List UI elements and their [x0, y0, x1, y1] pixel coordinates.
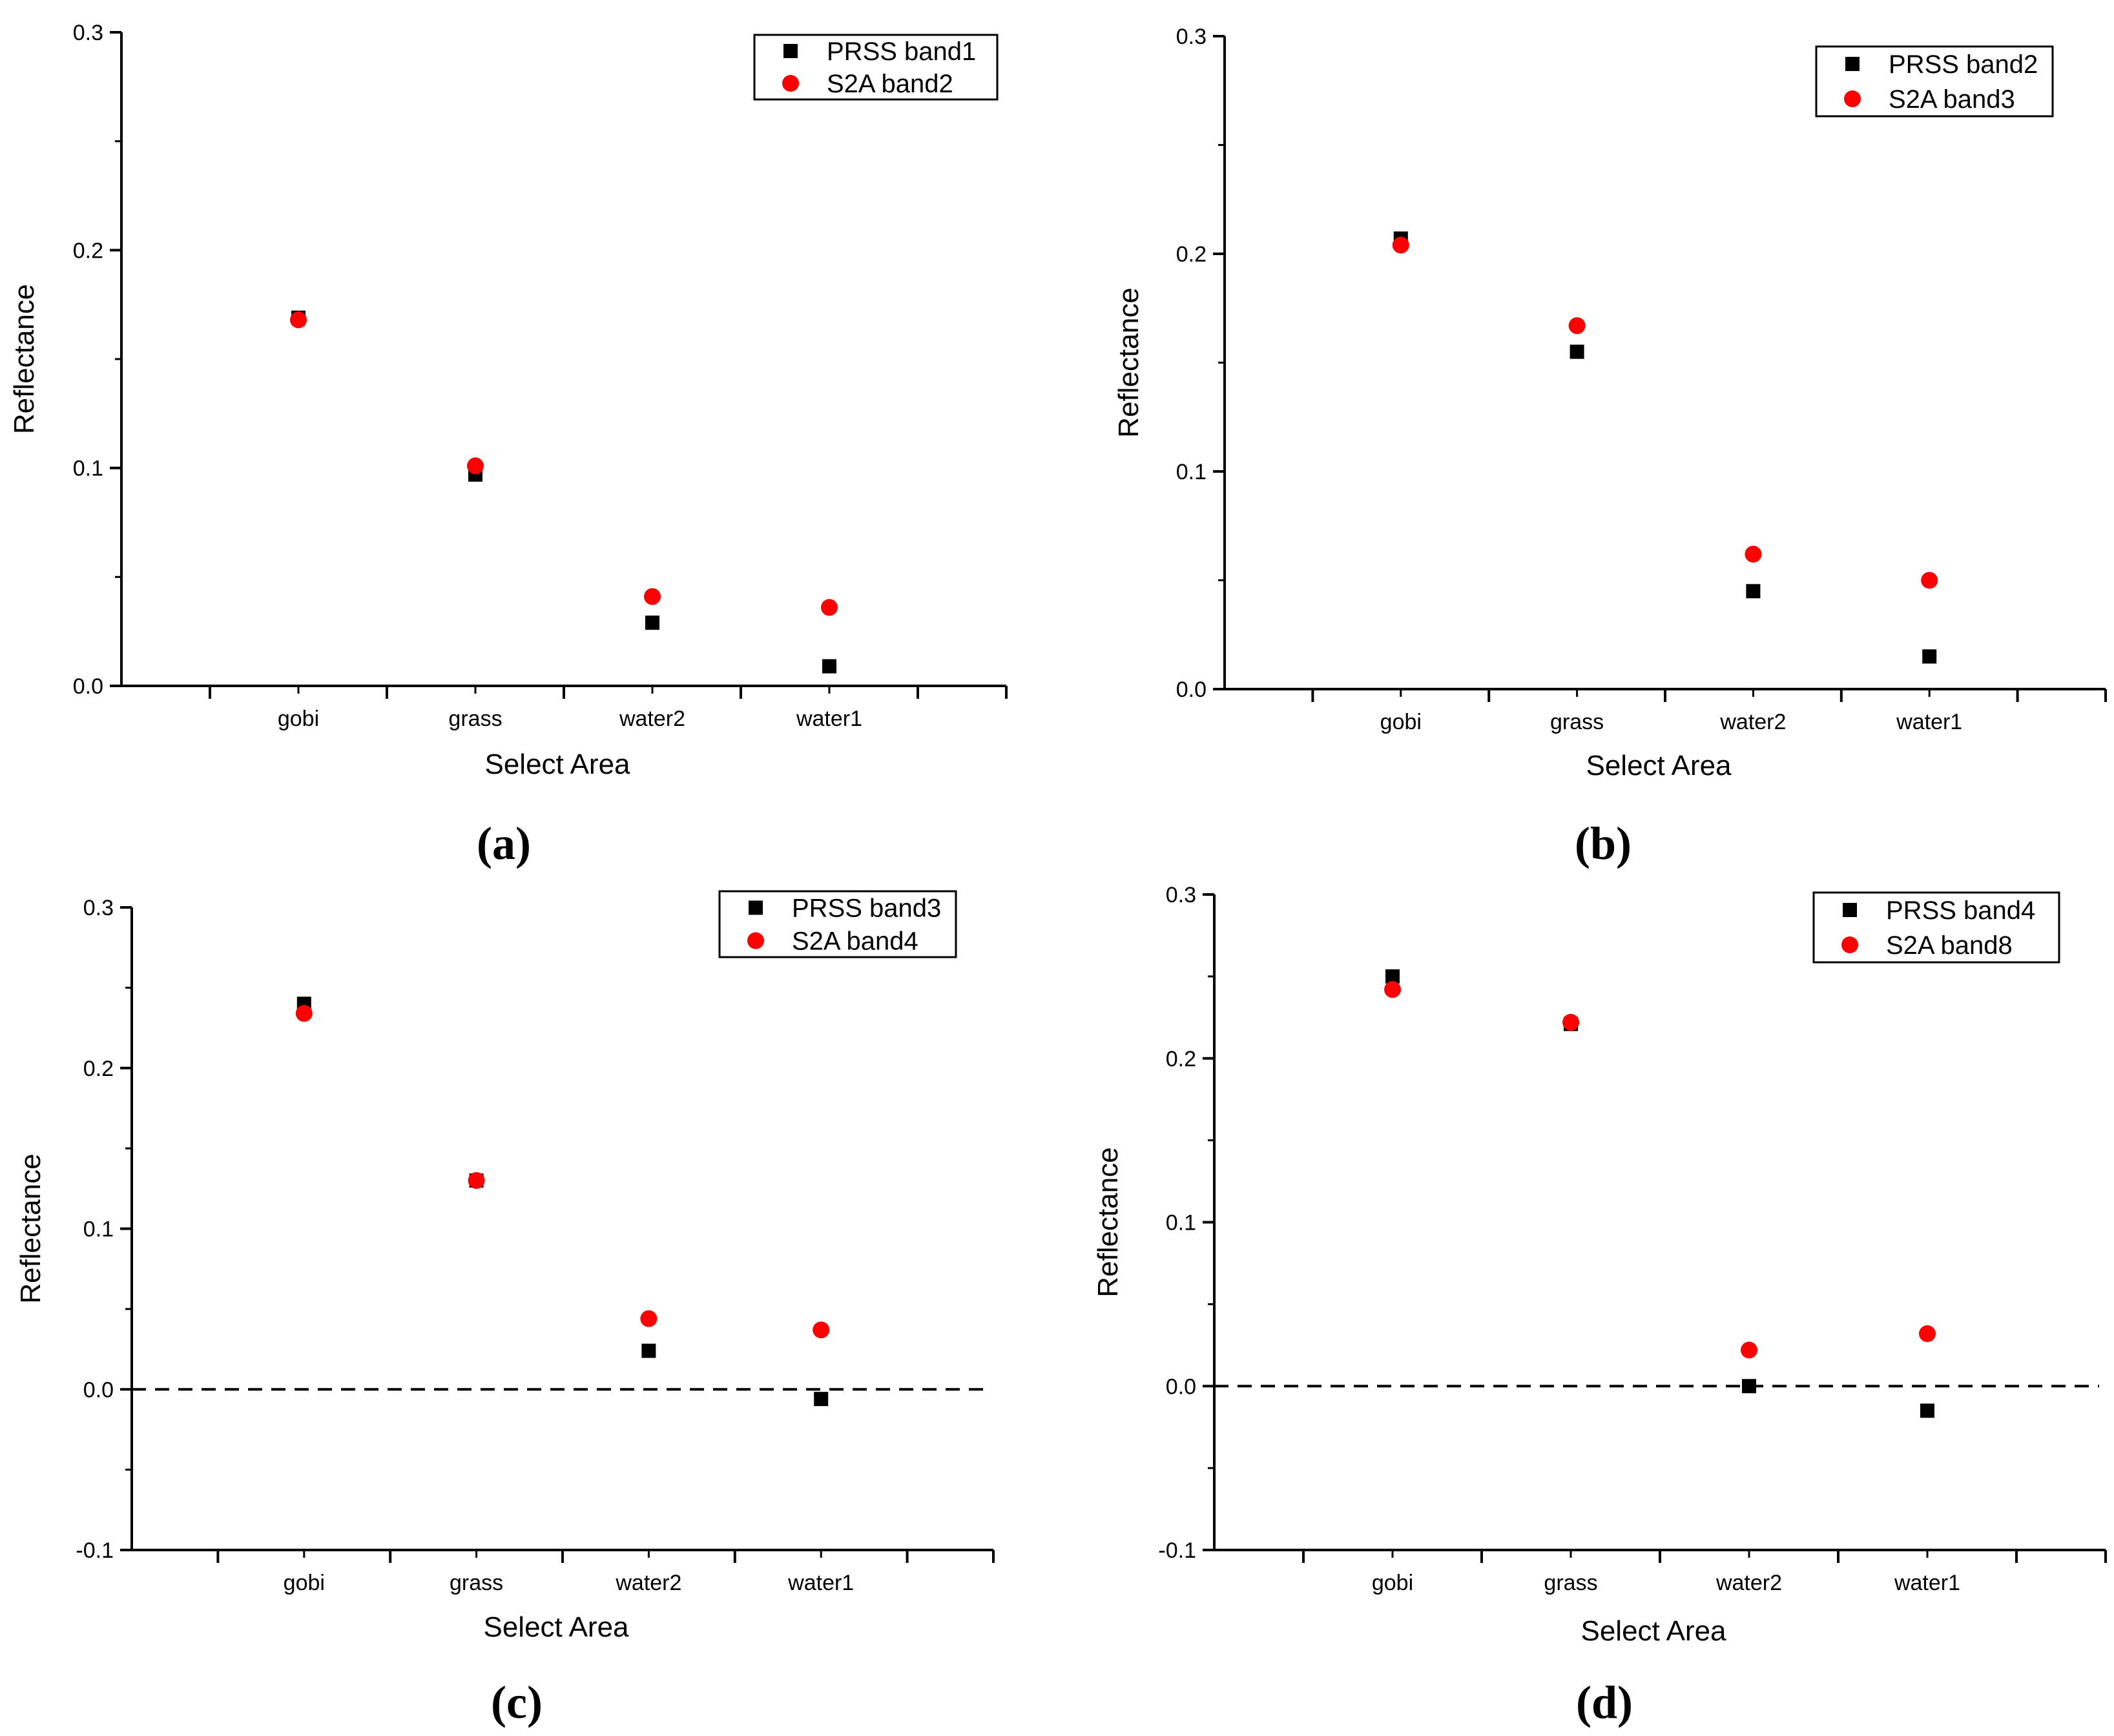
y-tick-label: 0.2: [83, 1057, 114, 1081]
data-point-square: [645, 615, 659, 630]
y-tick-label: 0.1: [1176, 460, 1207, 484]
legend-marker-square: [1843, 903, 1857, 917]
data-point-circle: [1568, 317, 1586, 335]
chart-panel-4: -0.1 0.0 0.1 0.2 0.3 gobi grass water2 water1 Sel…: [1092, 883, 2107, 1728]
data-point-circle: [1921, 572, 1938, 589]
y-tick-label: 0.1: [73, 457, 103, 481]
y-tick-label: 0.0: [1166, 1374, 1196, 1399]
data-point-square: [641, 1343, 656, 1358]
x-axis-title: Select Area: [1586, 750, 1732, 781]
x-tick-label: water1: [787, 1571, 854, 1595]
legend-marker-square: [1845, 57, 1860, 71]
x-tick-label: water2: [619, 707, 685, 731]
data-point-circle: [644, 588, 661, 605]
y-tick-label: 0.3: [1176, 25, 1207, 49]
y-tick-label: 0.0: [1176, 677, 1207, 702]
data-point-circle: [1745, 546, 1762, 563]
y-tick-label: 0.3: [73, 21, 103, 45]
panel-label: (a): [477, 818, 531, 869]
chart-panel-3: -0.1 0.0 0.1 0.2 0.3 gobi grass water2 water1 Sel…: [15, 890, 995, 1728]
y-tick-label: 0.2: [1176, 242, 1207, 267]
legend-entry-label: PRSS band1: [827, 37, 976, 66]
legend-entry-label: PRSS band2: [1889, 50, 2038, 79]
y-tick-label: 0.2: [1166, 1047, 1196, 1071]
x-tick-label: grass: [450, 1571, 503, 1595]
x-tick-label: water1: [1894, 1571, 1960, 1595]
data-point-circle: [295, 1005, 313, 1022]
panel-label: (c): [491, 1677, 543, 1728]
chart-panel-1: 0.0 0.1 0.2 0.3 gobi grass water2 water1 Select …: [8, 21, 1008, 869]
x-tick-label: water1: [1896, 710, 1962, 734]
data-point-circle: [1919, 1325, 1936, 1343]
data-point-square: [822, 659, 836, 674]
y-tick-label: -0.1: [1158, 1538, 1196, 1563]
data-point-square: [1920, 1403, 1934, 1418]
data-point-circle: [1562, 1013, 1579, 1031]
data-point-circle: [468, 1172, 485, 1189]
data-point-circle: [1392, 236, 1409, 254]
x-tick-label: gobi: [1372, 1571, 1413, 1595]
panel-label: (b): [1575, 818, 1632, 869]
x-tick-label: grass: [1550, 710, 1604, 734]
legend: PRSS band1 S2A band2: [753, 34, 999, 101]
x-tick-label: gobi: [284, 1571, 325, 1595]
y-tick-label: 0.1: [1166, 1211, 1196, 1235]
data-point-circle: [640, 1310, 658, 1327]
data-point-circle: [1741, 1341, 1757, 1359]
y-axis-title: Reflectance: [1113, 287, 1145, 437]
chart-panel-2: 0.0 0.1 0.2 0.3 gobi grass water2 water1 Select …: [1113, 25, 2107, 869]
data-point-square: [1570, 344, 1584, 359]
legend: PRSS band4 S2A band8: [1812, 891, 2060, 964]
legend-entry-label: PRSS band3: [792, 894, 941, 923]
x-tick-label: water2: [1719, 710, 1786, 734]
legend-marker-circle: [782, 75, 799, 92]
legend: PRSS band3 S2A band4: [718, 890, 957, 958]
y-tick-label: 0.2: [73, 238, 103, 263]
legend-marker-circle: [1844, 90, 1861, 107]
data-point-circle: [290, 311, 307, 329]
y-tick-label: 0.1: [83, 1217, 114, 1242]
legend-marker-circle: [747, 932, 764, 949]
x-tick-label: gobi: [1380, 710, 1422, 734]
legend-entry-label: PRSS band4: [1886, 896, 2035, 925]
y-tick-label: 0.3: [83, 896, 114, 920]
x-tick-label: gobi: [278, 707, 319, 731]
legend-entry-label: S2A band8: [1886, 931, 2013, 960]
legend-marker-square: [749, 900, 763, 915]
y-axis-title: Reflectance: [1092, 1147, 1124, 1297]
data-point-circle: [813, 1321, 830, 1339]
x-tick-label: grass: [1544, 1571, 1597, 1595]
x-axis-title: Select Area: [484, 749, 630, 780]
legend-marker-square: [783, 44, 798, 58]
data-point-circle: [467, 457, 484, 475]
y-tick-label: 0.0: [83, 1378, 114, 1402]
x-tick-label: water2: [615, 1571, 681, 1595]
data-point-square: [1922, 649, 1937, 664]
data-point-circle: [1384, 981, 1401, 998]
y-tick-label: 0.0: [73, 674, 103, 699]
data-point-square: [814, 1392, 829, 1407]
data-point-square: [1742, 1379, 1756, 1394]
legend-marker-circle: [1841, 936, 1858, 953]
panel-label: (d): [1576, 1677, 1633, 1728]
x-axis-title: Select Area: [483, 1611, 629, 1643]
data-point-square: [1746, 584, 1761, 599]
x-tick-label: water2: [1715, 1571, 1782, 1595]
x-axis-title: Select Area: [1580, 1615, 1726, 1647]
data-point-square: [1385, 969, 1400, 984]
legend-entry-label: S2A band3: [1889, 85, 2015, 114]
y-axis-title: Reflectance: [15, 1153, 47, 1303]
legend-entry-label: S2A band2: [827, 70, 953, 98]
y-tick-label: 0.3: [1166, 883, 1196, 907]
data-point-circle: [821, 599, 838, 616]
y-tick-label: -0.1: [76, 1538, 114, 1563]
legend-entry-label: S2A band4: [792, 927, 918, 956]
legend: PRSS band2 S2A band3: [1815, 45, 2054, 118]
x-tick-label: grass: [448, 707, 502, 731]
y-axis-title: Reflectance: [8, 284, 40, 434]
x-tick-label: water1: [796, 707, 862, 731]
